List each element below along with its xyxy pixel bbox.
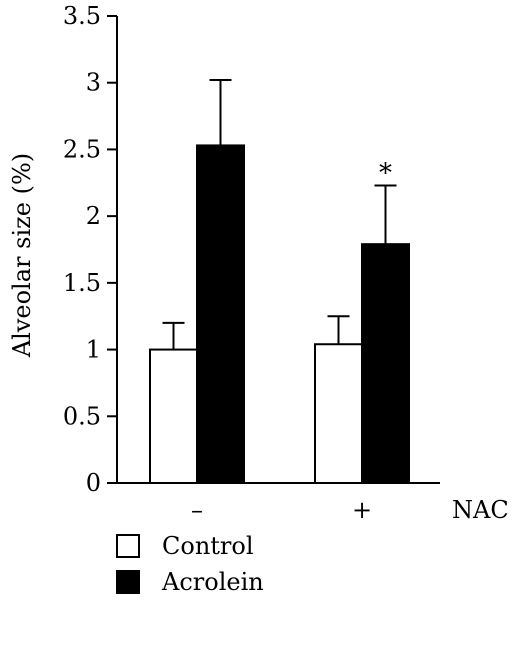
axes: 0 0.5 1 1.5 2 2.5 3 3.5 – + (63, 2, 440, 524)
bar-control-1 (314, 343, 363, 484)
y-tick-label: 2 (86, 202, 101, 230)
bar-acrolein-0 (196, 144, 245, 484)
y-tick-label: 1.5 (63, 269, 101, 297)
legend-label-control: Control (162, 532, 254, 560)
legend-swatch-acrolein (116, 570, 140, 594)
y-tick-label: 0 (86, 469, 101, 497)
x-tick-label: – (191, 496, 203, 524)
bar-control-0 (149, 348, 198, 485)
y-axis-label: Alveolar size (%) (8, 153, 36, 358)
legend: Control Acrolein (116, 528, 264, 600)
y-tick-label: 3 (86, 69, 101, 97)
legend-swatch-control (116, 534, 140, 558)
legend-item-control: Control (116, 528, 264, 564)
y-tick-label: 0.5 (63, 402, 101, 430)
y-tick-label: 2.5 (63, 135, 101, 163)
y-tick-label: 1 (86, 336, 101, 364)
bars: * (149, 79, 410, 485)
legend-item-acrolein: Acrolein (116, 564, 264, 600)
x-axis-label: NAC (452, 496, 509, 524)
legend-label-acrolein: Acrolein (162, 568, 264, 596)
significance-marker: * (379, 158, 392, 188)
x-tick-label: + (352, 496, 372, 524)
bar-acrolein-1 (361, 243, 410, 484)
y-tick-label: 3.5 (63, 2, 101, 30)
